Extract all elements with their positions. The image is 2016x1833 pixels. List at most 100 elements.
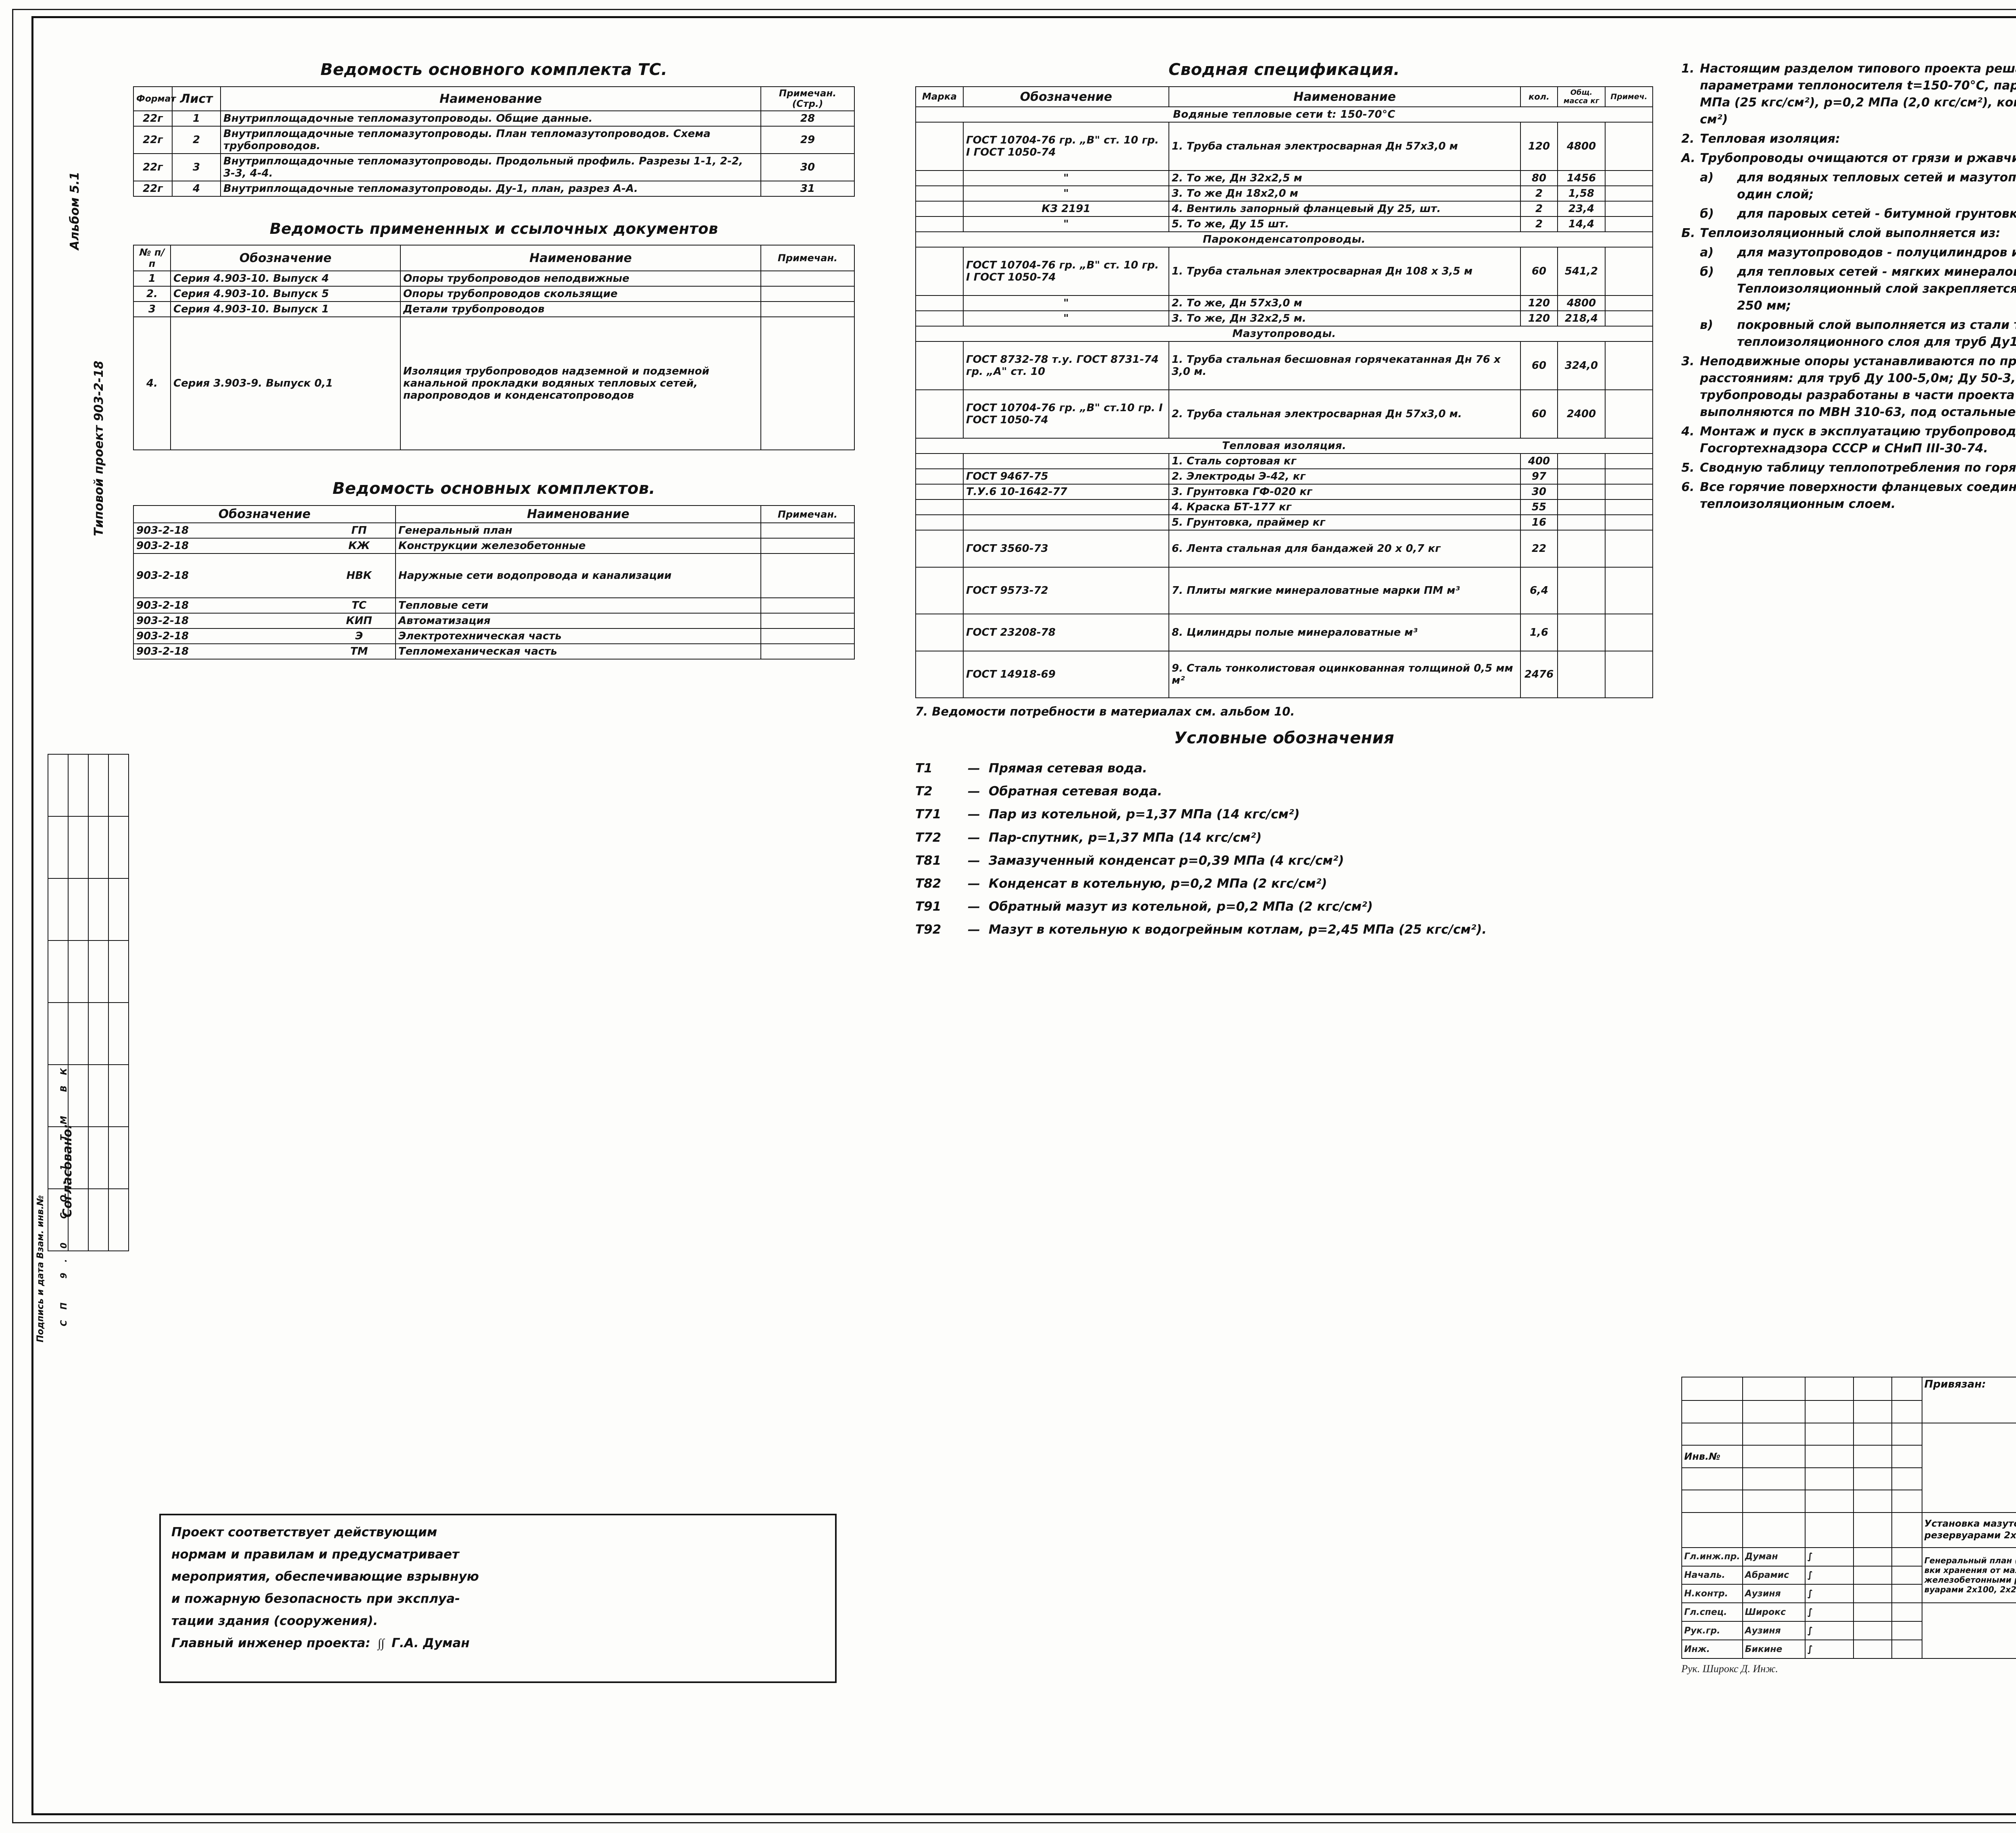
dash-icon: —: [968, 922, 980, 937]
signature-mark: ∫: [1804, 1547, 1854, 1567]
table-header-row: Формат Лист Наименование Примечан. (Стр.…: [133, 86, 855, 111]
table-row: ГОСТ 9467-75 2. Электроды Э-42, кг 97: [915, 468, 1653, 485]
drawing-title-1: Внутриплощадочные: [1924, 1612, 2016, 1624]
inventory-label: Инв.№: [1681, 1445, 1743, 1468]
column-right-notes: 1. Настоящим разделом типового проекта ре…: [1681, 60, 2016, 515]
komplekty-table: Обозначение Наименование Примечан. 903-2…: [133, 505, 855, 660]
note-item: 5. Сводную таблицу теплопотребления по го…: [1681, 461, 2016, 475]
legend-item: Т81— Замазученный конденсат р=0,39 МПа (4…: [915, 853, 1344, 868]
conformance-line: мероприятия, обеспечивающие взрывную: [171, 1569, 479, 1584]
table-row: 22г 4 Внутриплощадочные тепломазутопроводы…: [133, 181, 855, 197]
signature-mark: ∫: [1804, 1565, 1854, 1585]
table-row: 4. Серия 3.903-9. Выпуск 0,1 Изоляция труб…: [133, 316, 855, 450]
komplekt-ts-table: Формат Лист Наименование Примечан. (Стр.…: [133, 86, 855, 197]
table-row: 22г 1 Внутриплощадочные тепломазутопроводы…: [133, 110, 855, 127]
dash-icon: —: [968, 853, 980, 868]
column-left: Ведомость основного комплекта ТС. Формат…: [133, 60, 855, 660]
table-row: 22г 3 Внутриплощадочные тепломазутопроводы…: [133, 153, 855, 181]
table-row: 22г 2 Внутриплощадочные тепломазутопроводы…: [133, 126, 855, 154]
note-item: б)для тепловых сетей - мягких минералова…: [1700, 265, 2016, 313]
col-note: Примечан. (Стр.): [760, 86, 855, 111]
table-row: 903-2-18 ТМ Тепломеханическая часть: [133, 643, 855, 660]
signature-mark: ∫∫: [377, 1636, 385, 1650]
komplekty-title: Ведомость основных комплектов.: [332, 479, 656, 498]
table-row: Т.У.6 10-1642-77 3. Грунтовка ГФ-020 кг 30: [915, 484, 1653, 500]
privazan-label: Привязан:: [1921, 1377, 2016, 1423]
project-label-vertical: Типовой проект 903-2-18: [92, 360, 106, 536]
stamp-col-codes: СП 9.0 СО-1 ТМ ВК: [59, 1057, 69, 1326]
group-heading-row: Мазутопроводы.: [915, 326, 1653, 342]
table-row: " 2. То же, Дн 57х3,0 м 120 4800: [915, 295, 1653, 311]
table-row: 903-2-18 Э Электротехническая часть: [133, 628, 855, 644]
object-line-2: резервуарами 2х100, 2х250(2х200), 2х500(…: [1924, 1530, 2016, 1541]
genplan-line-4: вуарами 2х100, 2х250 м³.: [1924, 1585, 2016, 1595]
ssylochnye-table: № п/п Обозначение Наименование Примечан.…: [133, 245, 855, 450]
table-row: ГОСТ 8732-78 т.у. ГОСТ 8731-74 гр. „А" с…: [915, 341, 1653, 390]
col-note: Примеч.: [1605, 86, 1653, 107]
role-name: Широкс: [1742, 1602, 1806, 1622]
table-row: ГОСТ 23208-78 8. Цилиндры полые минералов…: [915, 614, 1653, 651]
legend-item: Т91— Обратный мазут из котельной, р=0,2 М…: [915, 899, 1373, 914]
table-row: 903-2-18 КЖ Конструкции железобетонные: [133, 538, 855, 554]
table-row: 5. Грунтовка, праймер кг 16: [915, 514, 1653, 531]
signature-mark: ∫: [1804, 1584, 1854, 1604]
table-row: ГОСТ 14918-69 9. Сталь тонколистовая оцин…: [915, 651, 1653, 698]
legend-item: Т1— Прямая сетевая вода.: [915, 761, 1148, 776]
col-format: Формат: [133, 86, 176, 111]
group-heading: Мазутопроводы.: [915, 326, 1653, 342]
role-name: Бикине: [1742, 1640, 1806, 1659]
approval-stamp-grid: [48, 754, 129, 1251]
note-item: а)для водяных тепловых сетей и мазутопро…: [1700, 171, 2016, 202]
table-header-row: Марка Обозначение Наименование кол. Общ.…: [915, 86, 1653, 107]
note-item: Б. Теплоизоляционный слой выполняется из:: [1681, 226, 2001, 240]
genplan-line-1: Генеральный план (инженерные сети) для у…: [1924, 1556, 2016, 1566]
table-row: 1 Серия 4.903-10. Выпуск 4 Опоры трубопров…: [133, 270, 855, 287]
conformance-line: нормам и правилам и предусматривает: [171, 1547, 459, 1562]
conformance-line: Проект соответствует действующим: [171, 1525, 437, 1540]
dash-icon: —: [968, 876, 980, 891]
legend-block: Условные обозначения Т1— Прямая сетевая в…: [915, 729, 1653, 938]
col-sheet: Лист: [172, 86, 221, 111]
role-label: Гл.спец.: [1681, 1602, 1743, 1622]
note-item: 3. Неподвижные опоры устанавливаются по п…: [1681, 354, 2016, 419]
table-row: ГОСТ 10704-76 гр. „В" ст. 10 гр. I ГОСТ …: [915, 122, 1653, 171]
table-header-row: Обозначение Наименование Примечан.: [133, 505, 855, 523]
title-block-bottom-note: Рук. Широкс Д. Инж.: [1681, 1663, 1778, 1675]
role-name: Абрамис: [1742, 1565, 1806, 1585]
group-heading: Пароконденсатопроводы.: [915, 231, 1653, 248]
chief-engineer-name: Г.А. Думан: [392, 1635, 470, 1650]
table-row: 3 Серия 4.903-10. Выпуск 1 Детали трубопро…: [133, 301, 855, 317]
note-item: 4. Монтаж и пуск в эксплуатацию трубопров…: [1681, 424, 2016, 456]
chief-engineer-label: Главный инженер проекта:: [171, 1635, 371, 1650]
left-margin-note: Подпись и дата Взам. инв.№: [35, 1195, 46, 1342]
col-code: Обозначение: [963, 86, 1169, 107]
role-name: Думан: [1742, 1547, 1806, 1567]
dash-icon: —: [968, 830, 980, 845]
col-name: Наименование: [1168, 86, 1521, 107]
note-item: в)покровный слой выполняется из стали то…: [1700, 318, 2016, 349]
table-row: 2. Серия 4.903-10. Выпуск 5 Опоры трубопро…: [133, 286, 855, 302]
note-item: А. Трубопроводы очищаются от грязи и ржав…: [1681, 151, 2016, 165]
note-item: 2. Тепловая изоляция:: [1681, 132, 1840, 146]
dash-icon: —: [968, 761, 980, 776]
dash-icon: —: [968, 784, 980, 799]
legend-item: Т82— Конденсат в котельную, р=0,2 МПа (2 …: [915, 876, 1327, 891]
specification-footnote: 7. Ведомости потребности в материалах см…: [915, 705, 1295, 718]
table-row: 903-2-18 ТС Тепловые сети: [133, 597, 855, 614]
table-header-row: № п/п Обозначение Наименование Примечан.: [133, 245, 855, 271]
signature-mark: ∫: [1804, 1602, 1854, 1622]
conformance-line: и пожарную безопасность при эксплуа-: [171, 1591, 460, 1606]
col-qty: кол.: [1520, 86, 1558, 107]
group-heading-row: Тепловая изоляция.: [915, 438, 1653, 454]
object-line-1: Установка мазутоснабжения Q=3,26 и 6,5 м…: [1924, 1519, 2016, 1529]
table-row: 903-2-18 ГП Генеральный план: [133, 522, 855, 539]
table-row: " 3. То же, Дн 32х2,5 м. 120 218,4: [915, 310, 1653, 327]
role-label: Н.контр.: [1681, 1584, 1743, 1604]
project-code: ТП 903-2-18 ТС: [1921, 1422, 2016, 1513]
conformance-note-box: Проект соответствует действующим нормам …: [159, 1514, 837, 1683]
note-item: б)для паровых сетей - битумной грунтовки…: [1700, 207, 2016, 221]
column-middle: Сводная спецификация. Марка Обозначение …: [915, 60, 1653, 946]
table-row: 903-2-18 КИП Автоматизация: [133, 613, 855, 629]
col-num: № п/п: [133, 245, 171, 271]
